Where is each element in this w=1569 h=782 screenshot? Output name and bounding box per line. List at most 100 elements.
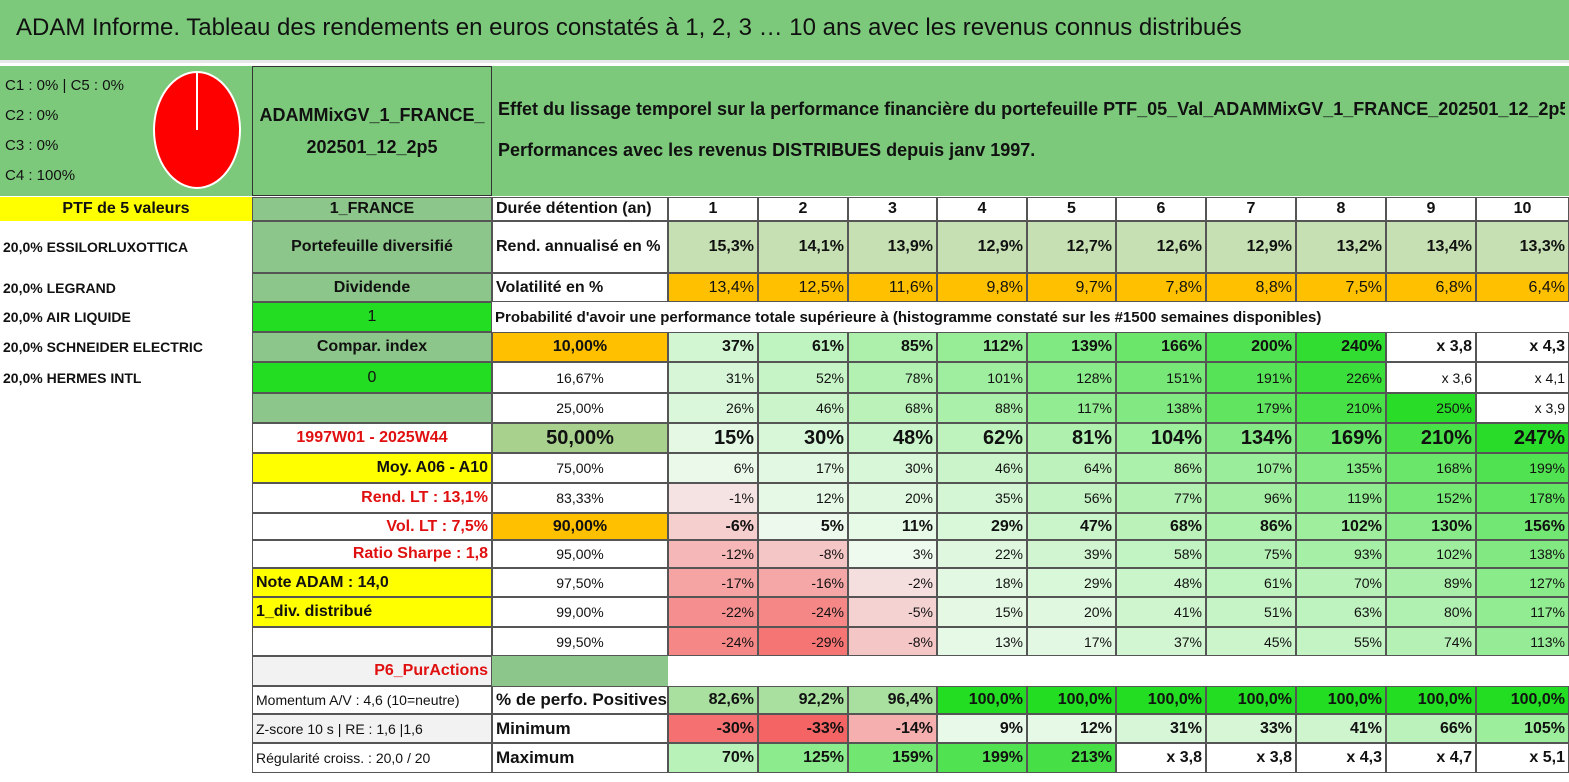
quantile-value: -29% <box>758 627 848 656</box>
quantile-value: -2% <box>848 568 937 597</box>
vol-value: 7,8% <box>1116 273 1206 302</box>
quantile-value: 75% <box>1206 540 1296 568</box>
regularite-label: Régularité croiss. : 20,0 / 20 <box>252 743 492 773</box>
quantile-value: 46% <box>937 453 1027 483</box>
rend-value: 12,7% <box>1027 221 1116 273</box>
pie-legend-item: C2 : 0% <box>5 106 59 124</box>
div-label: 1_div. distribué <box>252 597 492 627</box>
quantile-value: -12% <box>668 540 758 568</box>
quantile-value: 135% <box>1296 453 1386 483</box>
quantile-value: 134% <box>1206 423 1296 453</box>
quantile-value: -6% <box>668 513 758 540</box>
quantile-value: 41% <box>1116 597 1206 627</box>
quantile-value: 20% <box>1027 597 1116 627</box>
quantile-value: 104% <box>1116 423 1206 453</box>
quantile-value: 119% <box>1296 483 1386 513</box>
quantile-label: 83,33% <box>492 483 668 513</box>
quantile-value: 37% <box>1116 627 1206 656</box>
vol-value: 6,4% <box>1476 273 1569 302</box>
positive-value: 100,0% <box>1386 686 1476 714</box>
quantile-value: 3% <box>848 540 937 568</box>
country-label: 1_FRANCE <box>252 197 492 221</box>
quantile-value: 168% <box>1386 453 1476 483</box>
rend-value: 13,9% <box>848 221 937 273</box>
quantile-value: x 3,8 <box>1386 332 1476 362</box>
vol-value: 7,5% <box>1296 273 1386 302</box>
quantile-value: 56% <box>1027 483 1116 513</box>
positive-value: 100,0% <box>1116 686 1206 714</box>
vol-value: 8,8% <box>1206 273 1296 302</box>
blank-band <box>667 656 1569 686</box>
year-header: 1 <box>668 197 758 221</box>
positive-label: % de perfo. Positives <box>492 686 668 714</box>
quantile-value: 107% <box>1206 453 1296 483</box>
rend-value: 13,3% <box>1476 221 1569 273</box>
quantile-label: 25,00% <box>492 393 668 423</box>
quantile-value: 13% <box>937 627 1027 656</box>
vol-value: 11,6% <box>848 273 937 302</box>
quantile-value: 210% <box>1386 423 1476 453</box>
year-header: 7 <box>1206 197 1296 221</box>
quantile-value: 11% <box>848 513 937 540</box>
holdings-header: PTF de 5 valeurs <box>0 197 252 221</box>
rend-value: 12,6% <box>1116 221 1206 273</box>
minimum-value: -33% <box>758 714 848 743</box>
quantile-label: 97,50% <box>492 568 668 597</box>
quantile-value: 93% <box>1296 540 1386 568</box>
quantile-label: 50,00% <box>492 423 668 453</box>
effect-panel <box>492 66 1569 196</box>
maximum-label: Maximum <box>492 743 668 773</box>
maximum-value: x 4,3 <box>1296 743 1386 773</box>
report-title: ADAM Informe. Tableau des rendements en … <box>16 14 1242 41</box>
vol-label: Volatilité en % <box>492 273 668 302</box>
quantile-value: 89% <box>1386 568 1476 597</box>
quantile-value: 102% <box>1296 513 1386 540</box>
positive-value: 100,0% <box>937 686 1027 714</box>
rend-lt: Rend. LT : 13,1% <box>252 483 492 513</box>
quantile-value: 127% <box>1476 568 1569 597</box>
quantile-value: 151% <box>1116 362 1206 393</box>
positive-value: 100,0% <box>1476 686 1569 714</box>
quantile-value: 138% <box>1476 540 1569 568</box>
minimum-value: 33% <box>1206 714 1296 743</box>
quantile-value: 22% <box>937 540 1027 568</box>
quantile-value: 61% <box>1206 568 1296 597</box>
quantile-value: 152% <box>1386 483 1476 513</box>
quantile-value: 101% <box>937 362 1027 393</box>
vol-value: 9,8% <box>937 273 1027 302</box>
pie-legend-item: C4 : 100% <box>5 166 76 184</box>
portfolio-name: ADAMMixGV_1_FRANCE_202501_12_2p5 <box>252 66 492 196</box>
year-header: 2 <box>758 197 848 221</box>
quantile-label: 99,50% <box>492 627 668 656</box>
quantile-value: 70% <box>1296 568 1386 597</box>
quantile-value: 35% <box>937 483 1027 513</box>
rend-value: 15,3% <box>668 221 758 273</box>
positive-value: 82,6% <box>668 686 758 714</box>
quantile-label: 75,00% <box>492 453 668 483</box>
maximum-value: x 3,8 <box>1116 743 1206 773</box>
year-header: 8 <box>1296 197 1386 221</box>
allocation-pie-chart <box>153 71 241 189</box>
year-header: 6 <box>1116 197 1206 221</box>
quantile-value: 37% <box>668 332 758 362</box>
quantile-label: 99,00% <box>492 597 668 627</box>
quantile-value: 26% <box>668 393 758 423</box>
dividend-label: Dividende <box>252 273 492 302</box>
quantile-value: 102% <box>1386 540 1476 568</box>
quantile-value: 48% <box>1116 568 1206 597</box>
minimum-value: 41% <box>1296 714 1386 743</box>
dividend-value: 1 <box>252 302 492 332</box>
quantile-value: 61% <box>758 332 848 362</box>
year-header: 3 <box>848 197 937 221</box>
quantile-label: 90,00% <box>492 513 668 540</box>
vol-value: 13,4% <box>668 273 758 302</box>
holding-item: 20,0% AIR LIQUIDE <box>3 309 131 325</box>
report-title-bar: ADAM Informe. Tableau des rendements en … <box>0 0 1569 63</box>
quantile-value: 68% <box>848 393 937 423</box>
note-adam: Note ADAM : 14,0 <box>252 568 492 597</box>
quantile-label: 16,67% <box>492 362 668 393</box>
positive-value: 100,0% <box>1296 686 1386 714</box>
p6-label: P6_PurActions <box>252 656 492 686</box>
minimum-value: -14% <box>848 714 937 743</box>
quantile-value: 80% <box>1386 597 1476 627</box>
